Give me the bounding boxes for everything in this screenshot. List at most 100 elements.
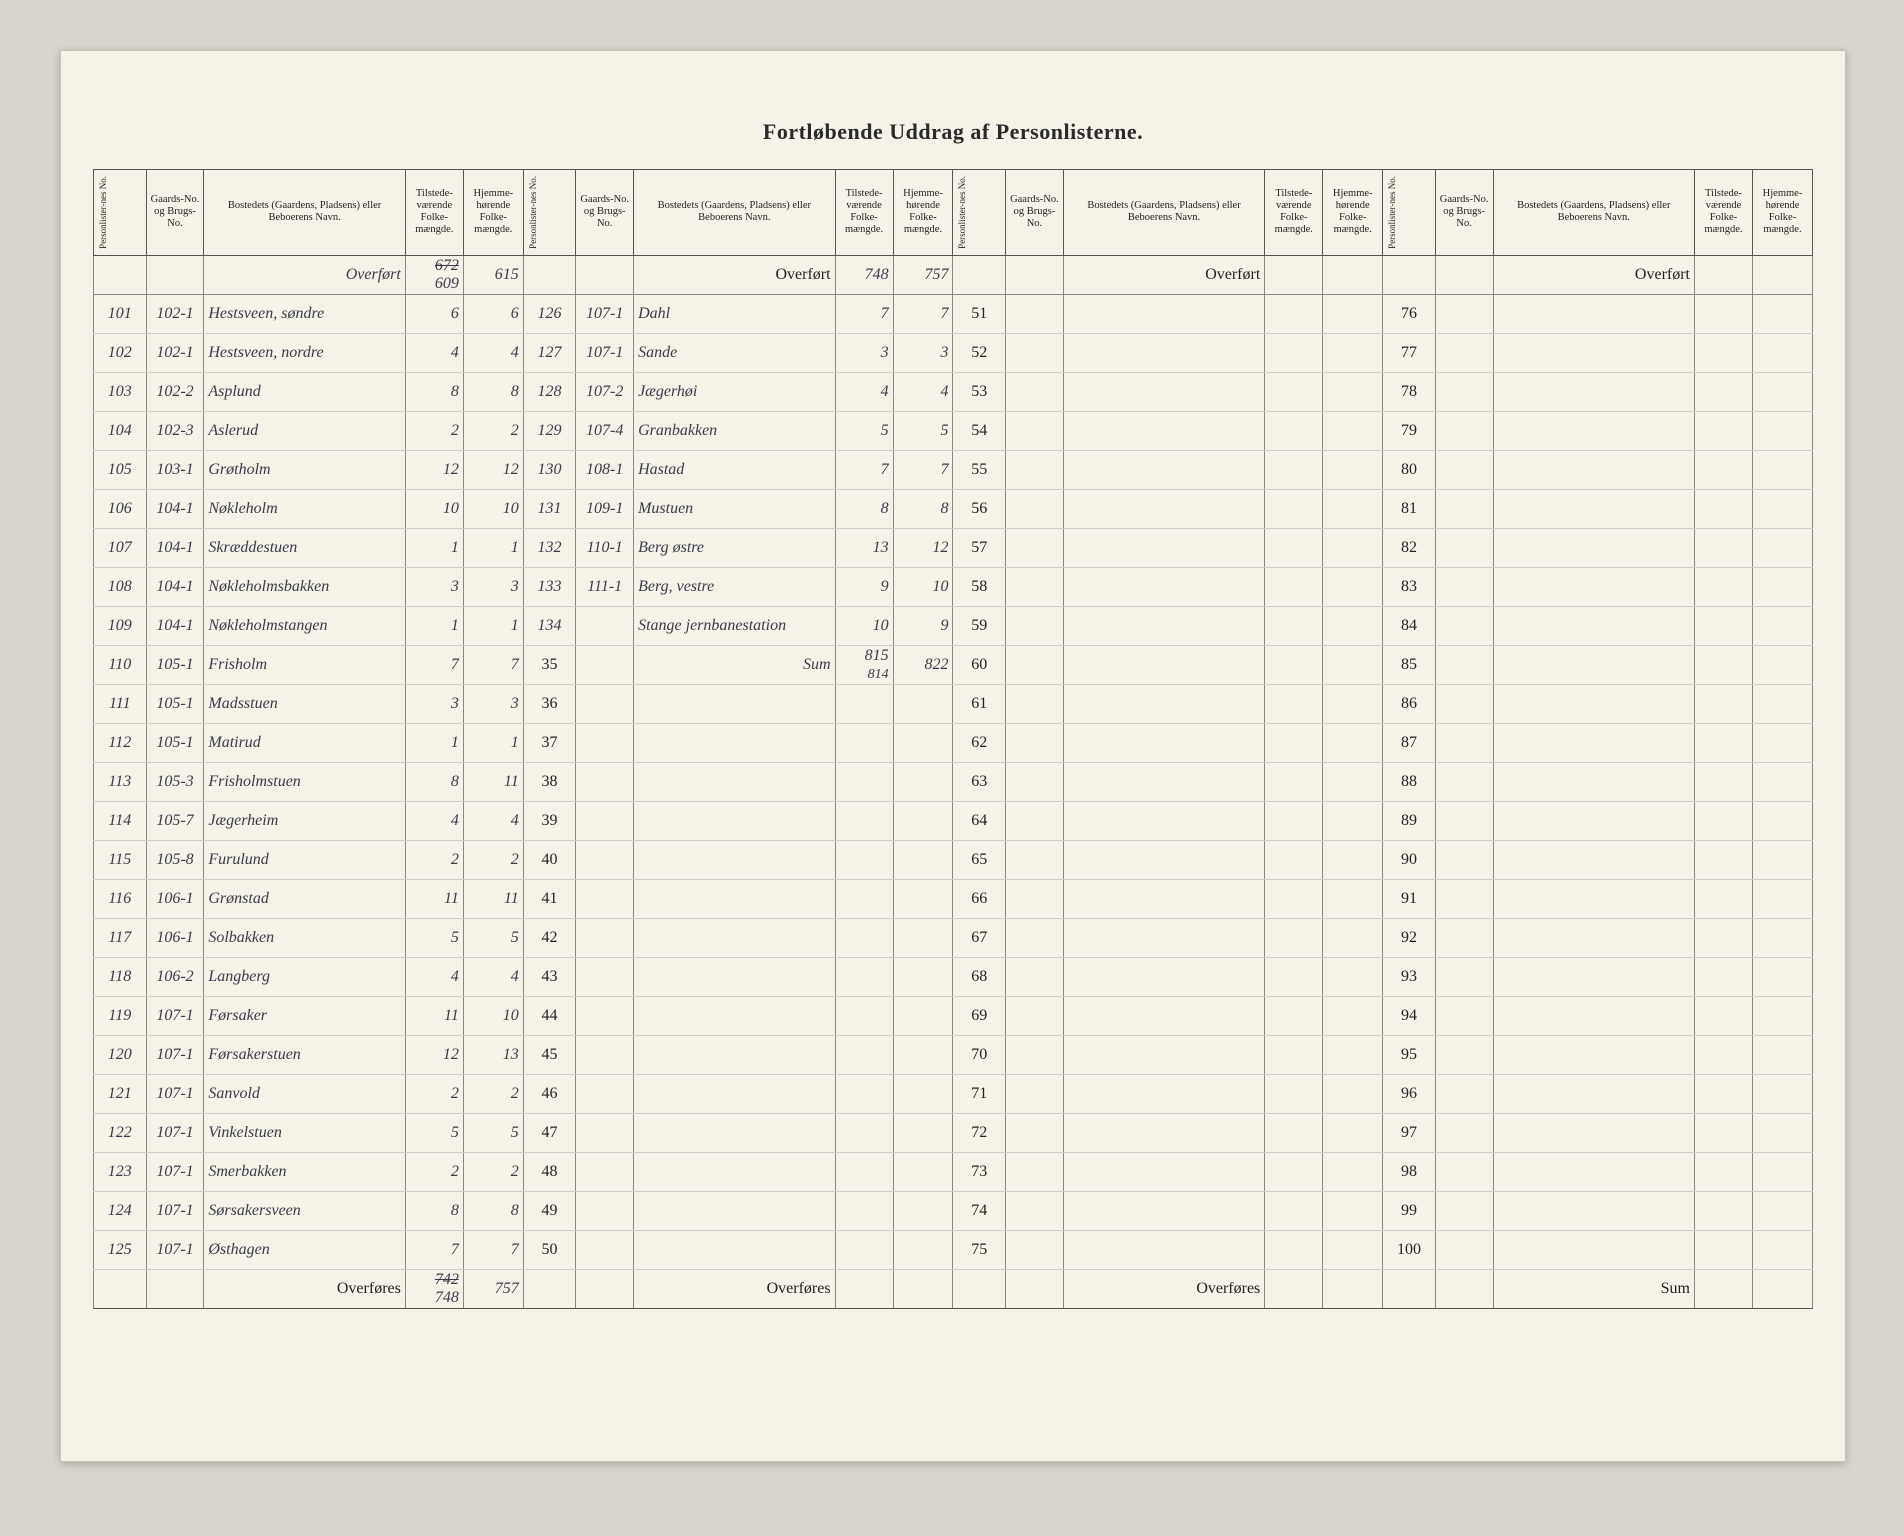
g1-g: 102-3 (146, 411, 204, 450)
g1-pl: 116 (94, 879, 147, 918)
g1-g: 104-1 (146, 528, 204, 567)
g1-name: Hestsveen, søndre (204, 294, 405, 333)
g3-name (1063, 1074, 1264, 1113)
g1-h: 2 (463, 1074, 523, 1113)
g3-name (1063, 996, 1264, 1035)
g2-overfort-h: 757 (893, 255, 953, 294)
g3-g (1006, 255, 1064, 294)
g2-name (634, 996, 835, 1035)
g3-pl: 64 (953, 801, 1006, 840)
table-header: Personlister-nes No. Gaards-No. og Brugs… (94, 170, 1813, 256)
g1-name: Jægerheim (204, 801, 405, 840)
g4-pl: 81 (1383, 489, 1436, 528)
g3-g (1006, 372, 1064, 411)
g3-pl: 57 (953, 528, 1006, 567)
g3-t (1265, 528, 1323, 567)
g3-pl: 70 (953, 1035, 1006, 1074)
g2-pl: 129 (523, 411, 576, 450)
g1-name: Aslerud (204, 411, 405, 450)
g3-g (1006, 801, 1064, 840)
g4-pl: 86 (1383, 684, 1436, 723)
g1-name: Grøtholm (204, 450, 405, 489)
g4-t (1695, 294, 1753, 333)
g1-pl (94, 255, 147, 294)
g2-pl: 48 (523, 1152, 576, 1191)
table-row: 106104-1Nøkleholm1010131109-1Mustuen8856… (94, 489, 1813, 528)
g3-g (1006, 1074, 1064, 1113)
g2-t: 9 (835, 567, 893, 606)
page-title: Fortløbende Uddrag af Personlisterne. (61, 119, 1845, 145)
g3-overfores-label: Overføres (1063, 1269, 1264, 1308)
g2-name: Dahl (634, 294, 835, 333)
g4-pl: 91 (1383, 879, 1436, 918)
table-row: 118106-2Langberg44436893 (94, 957, 1813, 996)
g2-t: 3 (835, 333, 893, 372)
g1-t: 11 (405, 996, 463, 1035)
g4-t (1695, 1191, 1753, 1230)
g4-t (1695, 645, 1753, 684)
g1-t: 11 (405, 879, 463, 918)
g2-t: 7 (835, 294, 893, 333)
g3-t (1265, 1230, 1323, 1269)
hdr-tilstede-4: Tilstede-værende Folke-mængde. (1695, 170, 1753, 256)
g3-h (1323, 918, 1383, 957)
hdr-gaards-2: Gaards-No. og Brugs-No. (576, 170, 634, 256)
g4-t (1695, 801, 1753, 840)
g3-h (1323, 1230, 1383, 1269)
g4-pl: 98 (1383, 1152, 1436, 1191)
g3-g (1006, 918, 1064, 957)
g1-name: Vinkelstuen (204, 1113, 405, 1152)
table-row: 105103-1Grøtholm1212130108-1Hastad775580 (94, 450, 1813, 489)
g2-overfort-t: 748 (835, 255, 893, 294)
g3-t (1265, 801, 1323, 840)
g3-pl: 68 (953, 957, 1006, 996)
g4-g (1435, 684, 1493, 723)
hdr-hjemme-1: Hjemme-hørende Folke-mængde. (463, 170, 523, 256)
hdr-bostedets-3: Bostedets (Gaardens, Pladsens) eller Beb… (1063, 170, 1264, 256)
g4-g (1435, 879, 1493, 918)
g4-g (1435, 723, 1493, 762)
g4-g (1435, 801, 1493, 840)
g2-g (576, 1074, 634, 1113)
g3-pl: 55 (953, 450, 1006, 489)
g3-h (1323, 840, 1383, 879)
g1-t: 7 (405, 1230, 463, 1269)
g3-t (1265, 411, 1323, 450)
g2-name (634, 723, 835, 762)
g3-t (1265, 1152, 1323, 1191)
g1-t: 1 (405, 528, 463, 567)
g4-t (1695, 996, 1753, 1035)
g3-h (1323, 879, 1383, 918)
g3-pl: 73 (953, 1152, 1006, 1191)
g1-pl: 118 (94, 957, 147, 996)
table-body: Overført672609615Overført748757OverførtO… (94, 255, 1813, 1308)
g3-g (1006, 1230, 1064, 1269)
g4-h (1753, 684, 1813, 723)
g1-t: 4 (405, 801, 463, 840)
g1-g: 107-1 (146, 1074, 204, 1113)
g4-h (1753, 1230, 1813, 1269)
g3-pl: 61 (953, 684, 1006, 723)
g3-g (1006, 1191, 1064, 1230)
g1-t: 8 (405, 1191, 463, 1230)
g4-g (1435, 255, 1493, 294)
g3-name (1063, 723, 1264, 762)
g2-pl: 46 (523, 1074, 576, 1113)
g2-h: 4 (893, 372, 953, 411)
g2-name: Stange jernbanestation (634, 606, 835, 645)
hdr-bostedets-4: Bostedets (Gaardens, Pladsens) eller Beb… (1493, 170, 1694, 256)
g2-h (893, 1152, 953, 1191)
g4-h (1753, 528, 1813, 567)
g3-name (1063, 1191, 1264, 1230)
g3-g (1006, 879, 1064, 918)
g3-pl: 66 (953, 879, 1006, 918)
g3-t (1265, 372, 1323, 411)
g3-g (1006, 294, 1064, 333)
g2-g (576, 918, 634, 957)
g1-g: 105-3 (146, 762, 204, 801)
g3-g (1006, 333, 1064, 372)
g2-g: 107-1 (576, 294, 634, 333)
g3-t (1265, 606, 1323, 645)
g1-name: Sørsakersveen (204, 1191, 405, 1230)
g3-name (1063, 294, 1264, 333)
